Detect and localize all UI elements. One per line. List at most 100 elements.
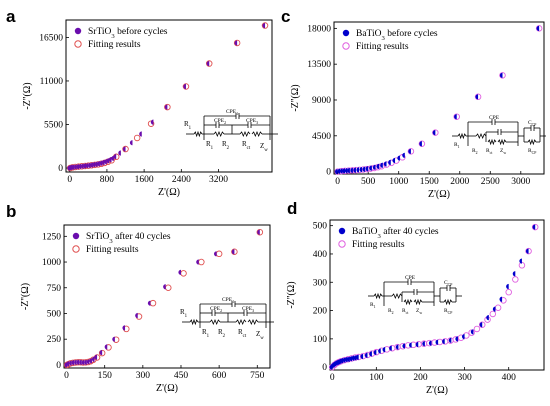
fit-point-a-21 — [233, 39, 241, 47]
fit-point-a-16 — [133, 134, 141, 142]
measured-point-c-12 — [369, 165, 372, 171]
circuit-label-r2-b: R2 — [218, 328, 226, 339]
measured-point-c-10 — [362, 166, 366, 172]
measured-point-c-22 — [419, 141, 422, 147]
measured-point-b-10 — [89, 358, 92, 364]
measured-point-b-17 — [135, 312, 138, 319]
measured-point-a-10 — [88, 162, 91, 168]
legend-label-measured-a: SrTiO3 before cycles — [88, 26, 168, 40]
circuit-label-cpe-d: CPE — [405, 275, 416, 281]
legend-marker-measured-d — [338, 227, 346, 235]
measured-point-c-24 — [454, 114, 457, 120]
measured-point-b-6 — [79, 359, 82, 365]
circuit-label-cpe1-b: CPE1 — [222, 297, 234, 304]
resistor-r2-a — [213, 130, 225, 138]
resistor-r2-b — [209, 318, 221, 326]
y-tick-label-a-3: 16500 — [39, 33, 63, 43]
legend-marker-measured-b — [72, 232, 80, 240]
measured-point-d-12 — [349, 356, 353, 362]
fit-point-b-22 — [215, 250, 223, 258]
x-tick-label-c-2: 1000 — [389, 177, 408, 187]
y-tick-label-a-0: 0 — [58, 164, 63, 174]
measured-point-b-4 — [74, 359, 77, 365]
measured-point-b-7 — [81, 359, 85, 366]
measured-point-a-23 — [122, 146, 126, 152]
legend-marker-measured-c — [342, 29, 350, 37]
circuit-label-cpe2-a: CPE2 — [214, 118, 226, 125]
measured-point-c-3 — [342, 168, 345, 174]
fit-point-a-20 — [205, 60, 213, 67]
x-tick-label-d-0: 0 — [330, 373, 335, 383]
circuit-label-ccp-d: CCP — [444, 280, 452, 287]
measured-point-b-3 — [71, 360, 75, 366]
fit-point-d-38 — [505, 288, 512, 296]
measured-point-c-21 — [408, 148, 411, 154]
fit-point-a-18 — [164, 103, 171, 111]
measured-point-a-8 — [83, 163, 86, 169]
circuit-label-zw-b: Zw — [256, 330, 264, 341]
measured-point-c-26 — [499, 72, 503, 78]
y-tick-label-c-0: 0 — [326, 168, 331, 178]
panel-letter-b: b — [6, 202, 16, 221]
measured-point-b-12 — [94, 354, 98, 360]
x-tick-label-a-4: 3200 — [209, 175, 228, 185]
y-tick-label-b-3: 750 — [47, 284, 62, 294]
measured-point-c-27 — [536, 25, 540, 31]
measured-point-d-39 — [506, 283, 509, 290]
fit-point-a-17 — [147, 120, 155, 127]
measured-point-d-32 — [455, 336, 458, 342]
resistor-r2-c — [475, 132, 487, 140]
circuit-label-rcp-c: RCP — [528, 148, 536, 155]
fit-point-c-22 — [499, 72, 506, 79]
measured-point-b-8 — [84, 359, 87, 365]
circuit-label-r1b-a: R1 — [206, 140, 214, 151]
panel-letter-c: c — [281, 7, 290, 26]
measured-point-a-18 — [106, 158, 110, 164]
x-tick-label-c-0: 0 — [335, 177, 340, 187]
measured-point-a-29 — [206, 60, 210, 67]
circuit-label-rct-c: Rct — [486, 148, 493, 155]
measured-point-d-21 — [382, 347, 386, 353]
x-tick-label-b-0: 0 — [64, 371, 69, 381]
panel-letter-d: d — [287, 199, 297, 218]
fit-point-d-33 — [478, 321, 486, 328]
legend-marker-measured-a — [74, 27, 82, 35]
x-tick-label-b-2: 300 — [136, 371, 151, 381]
circuit-label-r1-d: R1 — [370, 302, 376, 309]
y-tick-label-b-5: 1250 — [42, 232, 61, 242]
circuit-label-cpe3-a: CPE3 — [246, 118, 258, 125]
measured-point-c-7 — [353, 167, 356, 173]
x-tick-label-a-3: 2400 — [172, 175, 191, 185]
measured-point-c-8 — [356, 167, 360, 173]
measured-point-d-26 — [415, 341, 419, 348]
circuit-label-r1-c: R1 — [454, 142, 460, 149]
x-tick-label-d-1: 100 — [369, 373, 384, 383]
measured-point-d-18 — [369, 351, 372, 357]
fit-point-c-23 — [535, 25, 543, 32]
measured-point-c-23 — [432, 130, 436, 136]
measured-point-d-20 — [378, 348, 381, 354]
measured-point-d-8 — [340, 358, 344, 364]
y-tick-label-d-3: 300 — [313, 278, 328, 288]
measured-point-a-21 — [113, 153, 117, 160]
measured-point-d-31 — [448, 337, 452, 343]
measured-point-b-22 — [213, 251, 217, 257]
measured-point-c-9 — [359, 166, 363, 173]
measured-point-a-13 — [95, 161, 98, 167]
measured-point-d-41 — [519, 258, 522, 264]
fit-point-d-36 — [494, 304, 502, 311]
measured-point-c-13 — [372, 164, 376, 170]
measured-point-d-11 — [347, 356, 350, 362]
fit-point-c-18 — [418, 140, 426, 148]
fit-point-b-18 — [149, 299, 157, 307]
legend-label-fit-c: Fitting results — [356, 42, 409, 52]
measured-point-d-36 — [486, 315, 489, 321]
measured-point-d-40 — [512, 271, 516, 277]
x-tick-label-b-1: 150 — [98, 371, 113, 381]
x-tick-label-a-1: 800 — [100, 175, 115, 185]
y-tick-label-b-2: 500 — [47, 309, 62, 319]
measured-point-a-15 — [99, 160, 103, 166]
legend-marker-fit-b — [72, 245, 80, 253]
